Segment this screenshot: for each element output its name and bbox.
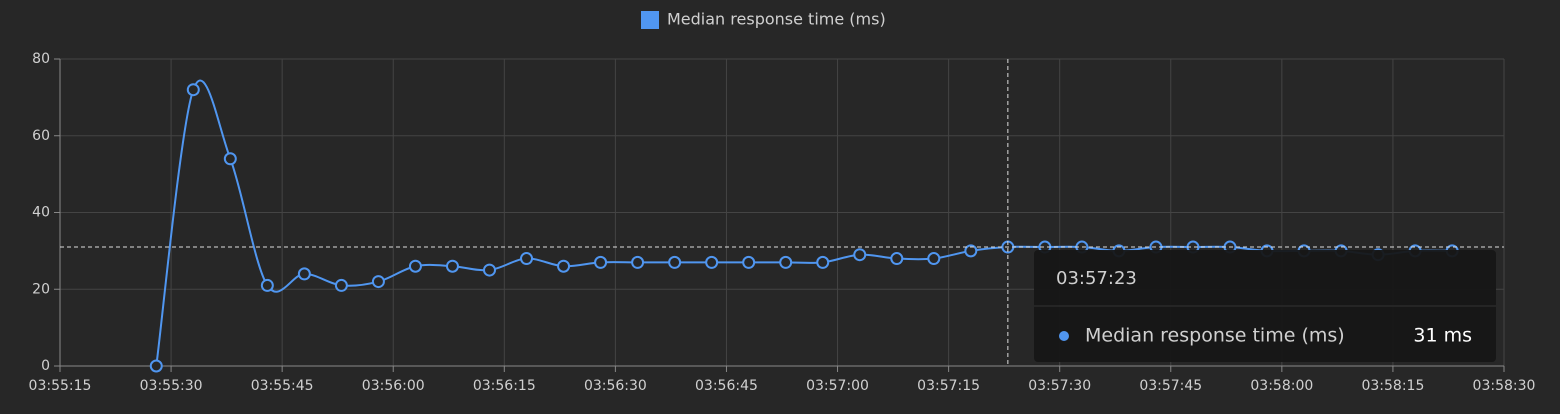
x-tick-label: 03:57:00 bbox=[806, 378, 869, 394]
data-point bbox=[668, 255, 682, 269]
tooltip-title: 03:57:23 bbox=[1056, 268, 1137, 289]
x-tick-label: 03:56:30 bbox=[584, 378, 647, 394]
data-point bbox=[742, 255, 756, 269]
tooltip: 03:57:23 Median response time (ms) 31 ms bbox=[1034, 250, 1496, 362]
data-point bbox=[594, 255, 608, 269]
tooltip-series: Median response time (ms) bbox=[1085, 325, 1345, 347]
x-tick-label: 03:56:15 bbox=[473, 378, 536, 394]
x-tick-label: 03:55:30 bbox=[140, 378, 203, 394]
data-point bbox=[779, 255, 793, 269]
data-point bbox=[223, 152, 237, 166]
legend-label[interactable]: Median response time (ms) bbox=[667, 10, 886, 29]
x-tick-label: 03:58:00 bbox=[1250, 378, 1313, 394]
tooltip-value: 31 ms bbox=[1413, 325, 1472, 347]
data-point bbox=[816, 255, 830, 269]
y-tick-label: 80 bbox=[32, 51, 50, 67]
tooltip-marker bbox=[1059, 331, 1069, 341]
data-point bbox=[482, 263, 496, 277]
x-tick-label: 03:58:30 bbox=[1473, 378, 1536, 394]
data-point bbox=[631, 255, 645, 269]
data-point bbox=[927, 252, 941, 266]
y-tick-label: 0 bbox=[41, 358, 50, 374]
x-tick-label: 03:56:45 bbox=[695, 378, 758, 394]
x-tick-label: 03:57:30 bbox=[1028, 378, 1091, 394]
data-point bbox=[853, 248, 867, 262]
x-tick-label: 03:55:45 bbox=[251, 378, 314, 394]
data-point bbox=[260, 278, 274, 292]
data-point bbox=[705, 255, 719, 269]
x-tick-label: 03:57:45 bbox=[1139, 378, 1202, 394]
data-point bbox=[557, 259, 571, 273]
y-tick-label: 60 bbox=[32, 128, 50, 144]
data-point bbox=[186, 83, 200, 97]
data-point bbox=[445, 259, 459, 273]
y-tick-label: 20 bbox=[32, 281, 50, 297]
data-point bbox=[334, 278, 348, 292]
x-tick-label: 03:56:00 bbox=[362, 378, 425, 394]
data-point bbox=[149, 359, 163, 373]
data-point bbox=[964, 244, 978, 258]
legend-swatch[interactable] bbox=[641, 11, 659, 29]
x-tick-label: 03:55:15 bbox=[29, 378, 92, 394]
x-tick-label: 03:57:15 bbox=[917, 378, 980, 394]
data-point bbox=[890, 252, 904, 266]
y-tick-label: 40 bbox=[32, 205, 50, 221]
data-point bbox=[297, 267, 311, 281]
data-point bbox=[408, 259, 422, 273]
x-tick-label: 03:58:15 bbox=[1361, 378, 1424, 394]
data-point bbox=[520, 252, 534, 266]
data-point bbox=[371, 275, 385, 289]
